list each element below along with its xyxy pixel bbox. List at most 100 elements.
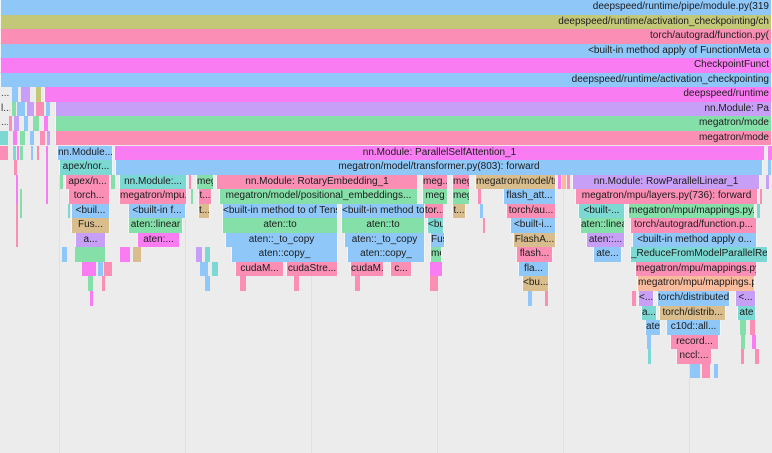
flame-frame[interactable]: aten::to [341, 218, 425, 233]
flame-frame[interactable]: torch... [68, 189, 110, 204]
flame-frame[interactable]: <built-in method to... [341, 203, 425, 219]
flame-frame-sliver[interactable] [483, 218, 485, 233]
flame-frame-sliver[interactable] [111, 174, 115, 190]
flame-frame-sliver[interactable] [200, 261, 208, 277]
flame-frame-sliver[interactable] [189, 174, 191, 190]
flame-frame[interactable]: aten::copy_ [231, 247, 338, 262]
flame-frame-sliver[interactable] [90, 291, 93, 306]
flame-frame[interactable]: <built-in f... [128, 203, 186, 219]
flame-frame[interactable]: megatron/mpu/mappings.py... [637, 276, 755, 291]
flame-frame-sliver[interactable] [62, 247, 67, 262]
flame-frame[interactable]: t... [198, 189, 212, 204]
flame-frame-sliver[interactable] [528, 291, 532, 306]
flame-frame-sliver[interactable] [478, 189, 481, 204]
flame-frame-sliver[interactable] [741, 349, 744, 364]
flame-frame-sliver[interactable] [13, 145, 16, 161]
flame-frame[interactable]: <built-... [578, 203, 625, 219]
flame-frame-sliver[interactable] [20, 189, 22, 204]
flame-frame[interactable]: <built-in method apply o... [632, 232, 757, 248]
flame-frame-sliver[interactable] [240, 276, 246, 291]
flame-frame-sliver[interactable] [60, 174, 63, 190]
flame-frame[interactable]: nn.Module... [57, 145, 113, 161]
flame-frame[interactable]: <bu... [522, 276, 549, 291]
flame-frame-sliver[interactable] [20, 145, 23, 161]
flame-frame-sliver[interactable] [27, 101, 34, 117]
flame-frame[interactable]: record... [670, 334, 719, 350]
flame-frame[interactable]: <buil... [71, 203, 110, 219]
flame-frame-sliver[interactable] [567, 174, 570, 190]
flame-frame-sliver[interactable] [12, 87, 18, 102]
flame-frame-sliver[interactable] [44, 116, 48, 131]
flame-frame-sliver[interactable] [21, 87, 30, 102]
flame-frame[interactable]: aten::copy_ [347, 247, 425, 262]
flame-frame[interactable]: ... [1, 88, 10, 100]
flame-frame-sliver[interactable] [545, 291, 548, 306]
flame-frame-sliver[interactable] [632, 291, 636, 306]
flame-frame[interactable]: cudaM... [350, 261, 384, 277]
flame-frame[interactable]: nccl:... [676, 349, 712, 364]
flame-frame[interactable]: megatron/mode [55, 130, 772, 146]
flame-frame[interactable]: <built-i... [510, 218, 556, 233]
flame-frame[interactable]: a... [641, 305, 657, 321]
flame-frame-sliver[interactable] [430, 276, 438, 291]
flame-frame-sliver[interactable] [88, 276, 93, 291]
flame-frame-sliver[interactable] [36, 101, 44, 117]
flame-frame[interactable]: meg [452, 189, 470, 204]
flame-frame[interactable]: Fus... [71, 218, 110, 233]
flame-frame-sliver[interactable] [16, 189, 18, 204]
flame-frame[interactable]: tor... [424, 203, 444, 219]
flame-frame-sliver[interactable] [46, 189, 48, 204]
flame-frame[interactable]: deepspeed/runtime/pipe/module.py(319 [0, 0, 772, 15]
flame-frame-sliver[interactable] [33, 116, 39, 131]
flame-frame[interactable]: aten::to [222, 218, 338, 233]
flame-frame-sliver[interactable] [0, 130, 8, 146]
flame-frame[interactable]: <bu... [427, 218, 444, 233]
flame-frame[interactable]: flash... [516, 247, 553, 262]
flame-frame[interactable]: megatron/mpu/mappings.py... [628, 203, 755, 219]
flame-frame[interactable]: apex/n... [65, 174, 110, 190]
flame-frame[interactable]: megatron/mpu... [119, 189, 187, 204]
flame-frame-sliver[interactable] [757, 203, 760, 219]
flame-frame-sliver[interactable] [46, 174, 48, 190]
flame-frame-sliver[interactable] [30, 130, 34, 146]
flame-frame[interactable]: ate [645, 320, 661, 335]
flame-frame-sliver[interactable] [562, 174, 566, 190]
flame-frame-sliver[interactable] [17, 145, 19, 161]
flame-frame[interactable]: l... [1, 102, 10, 114]
flame-frame[interactable]: ate... [593, 247, 622, 262]
flame-frame[interactable]: megatron/model/tra... [475, 174, 556, 190]
flame-frame[interactable]: c... [390, 261, 412, 277]
flame-frame-sliver[interactable] [75, 247, 105, 262]
flame-frame-sliver[interactable] [690, 363, 700, 379]
flame-frame[interactable]: aten::_to_copy [344, 232, 425, 248]
flame-frame-sliver[interactable] [702, 363, 710, 379]
flame-frame[interactable]: nn.Module:... [119, 174, 187, 190]
flame-frame[interactable]: cudaStre... [286, 261, 338, 277]
flame-frame[interactable]: t... [198, 203, 210, 219]
flame-frame[interactable]: nn.Module: Pa [55, 101, 772, 117]
flame-frame[interactable]: <built-in method apply of FunctionMeta o [0, 43, 772, 59]
flame-frame[interactable]: fla... [518, 261, 549, 277]
flame-frame-sliver[interactable] [766, 174, 769, 190]
flame-frame-sliver[interactable] [768, 145, 772, 161]
flame-frame-sliver[interactable] [46, 145, 48, 161]
flame-frame-sliver[interactable] [20, 203, 22, 219]
flame-frame-sliver[interactable] [14, 160, 17, 175]
flame-frame-sliver[interactable] [430, 261, 442, 277]
flame-frame[interactable]: megatron/model/transformer.py(803): forw… [115, 160, 763, 175]
flame-frame-sliver[interactable] [20, 130, 25, 146]
flame-frame[interactable]: flash_att... [503, 189, 556, 204]
flame-frame-sliver[interactable] [46, 160, 48, 175]
flame-frame-sliver[interactable] [98, 261, 103, 277]
flame-frame[interactable]: FlashA... [513, 232, 556, 248]
flame-frame[interactable]: aten::... [586, 232, 625, 248]
flame-frame[interactable]: megatron/model/positional_embeddings... [219, 189, 418, 204]
flame-frame[interactable]: meg [422, 189, 448, 204]
flame-frame-sliver[interactable] [648, 349, 651, 364]
flame-frame[interactable]: torch/distrib... [659, 305, 726, 321]
flame-frame[interactable]: megatron/mpu/layers.py(736): forward [575, 189, 758, 204]
flame-frame[interactable]: nn.Module: RowParallelLinear_1 [572, 174, 760, 190]
flame-frame-sliver[interactable] [647, 334, 651, 350]
flame-frame-sliver[interactable] [558, 174, 561, 190]
flame-frame-sliver[interactable] [9, 116, 12, 131]
